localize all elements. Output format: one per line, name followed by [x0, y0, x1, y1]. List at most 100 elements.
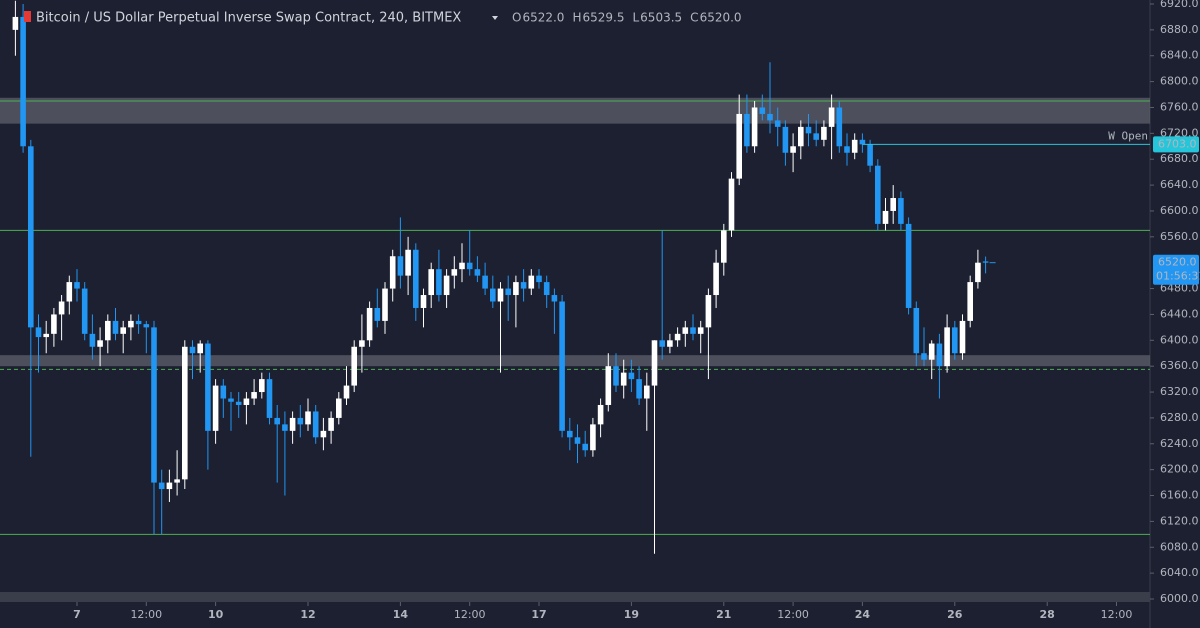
candle-body: [151, 327, 157, 483]
candle-body: [212, 385, 219, 431]
x-tick-label: 12: [300, 608, 315, 621]
candle-body: [135, 320, 142, 325]
y-tick-label: 6760.0: [1160, 100, 1199, 113]
y-tick-label: 6480.0: [1160, 282, 1199, 295]
candle-body: [389, 256, 396, 289]
candle-body: [651, 340, 658, 386]
candle-body: [74, 282, 80, 289]
x-tick-label: 10: [208, 608, 224, 621]
candle-body: [359, 340, 365, 347]
candle-body: [551, 295, 558, 302]
candle-body: [543, 282, 550, 296]
candle-body: [636, 379, 642, 399]
candle-body: [120, 327, 126, 334]
y-tick-label: 6840.0: [1160, 49, 1199, 62]
candle-body: [490, 288, 496, 302]
y-tick-label: 6440.0: [1160, 307, 1199, 320]
candle-body: [959, 320, 966, 354]
y-tick-label: 6240.0: [1160, 437, 1199, 450]
y-tick-label: 6720.0: [1160, 126, 1199, 139]
ohlc-key: O: [512, 11, 521, 25]
candle-body: [328, 417, 334, 431]
x-tick-label: 7: [73, 608, 81, 621]
candle-body: [174, 479, 180, 483]
candle-body: [975, 262, 981, 283]
candle-body: [744, 113, 750, 147]
candle-body: [43, 333, 49, 338]
candle-body: [705, 295, 712, 328]
candle-body: [967, 282, 973, 321]
candle-body: [28, 146, 34, 328]
candle-body: [320, 430, 327, 438]
candle-body: [205, 343, 211, 431]
candle-body: [782, 126, 789, 153]
candle-body: [867, 144, 873, 166]
candle-body: [343, 385, 350, 399]
zone: [0, 97, 1150, 124]
candle-body: [728, 178, 735, 231]
candle-body: [251, 392, 257, 399]
candle-body: [751, 107, 758, 147]
candle-body: [282, 424, 288, 431]
candle-body: [413, 249, 419, 308]
candle-body: [936, 343, 943, 367]
candle-body: [274, 417, 280, 425]
candle-body: [513, 282, 519, 296]
candle-body: [66, 282, 73, 302]
y-tick-label: 6640.0: [1160, 178, 1199, 191]
candle-body: [713, 262, 719, 296]
x-tick-label: 12:00: [777, 608, 809, 621]
candle-body: [58, 301, 65, 315]
candle-body: [913, 307, 920, 354]
x-tick-label: 17: [531, 608, 546, 621]
candle-body: [182, 346, 188, 480]
ohlc-value: 6503.5: [640, 11, 682, 25]
countdown-label: 01:56:31: [1156, 270, 1200, 283]
y-tick-label: 6800.0: [1160, 75, 1199, 88]
candle-body: [51, 314, 57, 334]
candle-body: [559, 301, 565, 431]
header: Bitcoin / US Dollar Perpetual Inverse Sw…: [24, 11, 742, 26]
candle-body: [674, 333, 681, 341]
candle-body: [836, 107, 843, 147]
candle-body: [790, 146, 796, 153]
candle-body: [235, 401, 242, 405]
candle-body: [898, 198, 904, 224]
dropdown-arrow[interactable]: [492, 16, 498, 20]
candle-body: [697, 327, 704, 334]
candle-body: [228, 398, 234, 402]
candle-body: [112, 320, 119, 334]
candle-body: [659, 340, 665, 347]
y-tick-label: 6000.0: [1160, 592, 1199, 605]
candle-body: [105, 320, 111, 341]
candle-body: [567, 430, 573, 438]
weekly-open-label: W Open: [1108, 129, 1148, 142]
candle-body: [982, 261, 989, 263]
y-tick-label: 6320.0: [1160, 385, 1199, 398]
candle-body: [89, 333, 96, 347]
candle-body: [459, 262, 465, 270]
candle-body: [505, 288, 511, 296]
candle-body: [297, 417, 304, 425]
candle-body: [428, 269, 434, 296]
candle-body: [821, 126, 827, 140]
x-tick-label: 24: [855, 608, 871, 621]
candle-body: [366, 307, 373, 341]
candle-body: [466, 262, 473, 270]
x-tick-label: 21: [716, 608, 731, 621]
y-tick-label: 6880.0: [1160, 23, 1199, 36]
candle-body: [882, 210, 889, 224]
y-tick-label: 6920.0: [1160, 0, 1199, 10]
candle-body: [805, 126, 812, 134]
candle-body: [759, 107, 766, 114]
candle-body: [397, 256, 404, 276]
candle-body: [35, 327, 42, 338]
candle-body: [667, 340, 673, 347]
candle-body: [351, 346, 357, 386]
candle-body: [143, 324, 150, 328]
candle-body: [905, 223, 912, 308]
candle-body: [243, 398, 250, 405]
candle-body: [443, 275, 450, 296]
